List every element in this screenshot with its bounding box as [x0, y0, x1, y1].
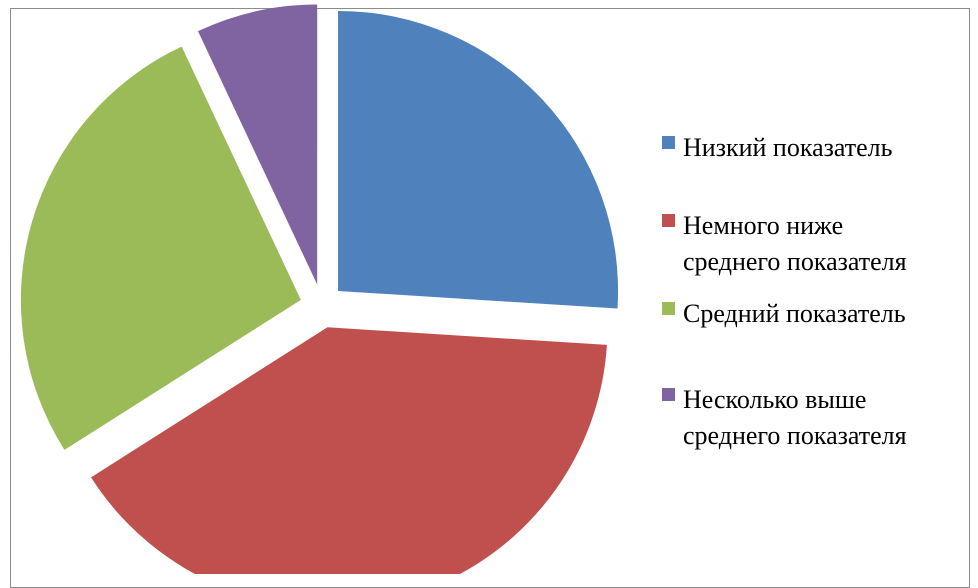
pie-slice-2: [91, 327, 607, 574]
legend-label-3: Средний показатель: [683, 299, 906, 328]
legend: Низкий показатель Немного ниже среднего по…: [662, 133, 907, 450]
legend-marker-1: [662, 136, 675, 149]
legend-marker-2: [662, 214, 675, 227]
legend-label-2: Немного ниже среднего показателя: [683, 211, 907, 276]
legend-label-4: Несколько выше среднего показателя: [683, 385, 907, 450]
pie-chart: Низкий показатель Немного ниже среднего по…: [20, 4, 907, 574]
pie-slice-1: [338, 10, 619, 309]
legend-marker-4: [662, 388, 675, 401]
pie-slices: [20, 4, 619, 574]
pie-slice-3: [20, 46, 301, 450]
legend-marker-3: [662, 302, 675, 315]
pie-slice-4: [197, 4, 318, 285]
legend-label-1: Низкий показатель: [683, 133, 893, 162]
